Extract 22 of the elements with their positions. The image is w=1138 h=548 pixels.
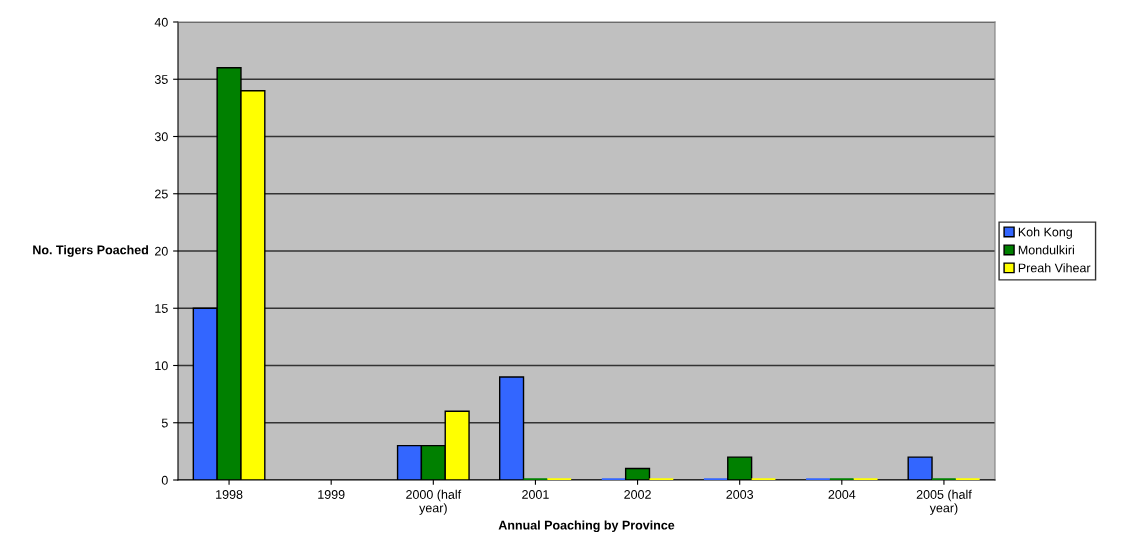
legend-label: Koh Kong <box>1018 227 1072 239</box>
x-tick-label: 2003 <box>726 490 754 499</box>
y-axis-title: No. Tigers Poached <box>33 245 148 257</box>
x-tick-label: 1999 <box>318 490 345 499</box>
x-tick-label: 2002 <box>624 490 651 499</box>
x-tick-label: 2005 (half year) <box>916 489 972 515</box>
y-tick-label: 0 <box>161 475 168 485</box>
y-tick-label: 35 <box>154 75 168 84</box>
y-tick-label: 30 <box>154 132 168 142</box>
x-axis-title: Annual Poaching by Province <box>498 520 675 533</box>
y-tick-label: 10 <box>155 361 168 371</box>
legend-label: Preah Vihear <box>1018 263 1091 273</box>
x-tick-label: 2001 <box>522 490 549 499</box>
y-tick-label: 5 <box>161 418 168 428</box>
legend-label: Mondulkiri <box>1018 245 1074 255</box>
x-tick-label: 2004 <box>828 490 856 499</box>
y-tick-label: 40 <box>154 17 168 27</box>
x-tick-label: 2000 (half year) <box>406 489 462 515</box>
y-tick-label: 20 <box>155 246 168 256</box>
y-tick-label: 25 <box>155 189 168 199</box>
x-tick-label: 1998 <box>216 490 243 499</box>
y-tick-label: 15 <box>155 304 168 313</box>
